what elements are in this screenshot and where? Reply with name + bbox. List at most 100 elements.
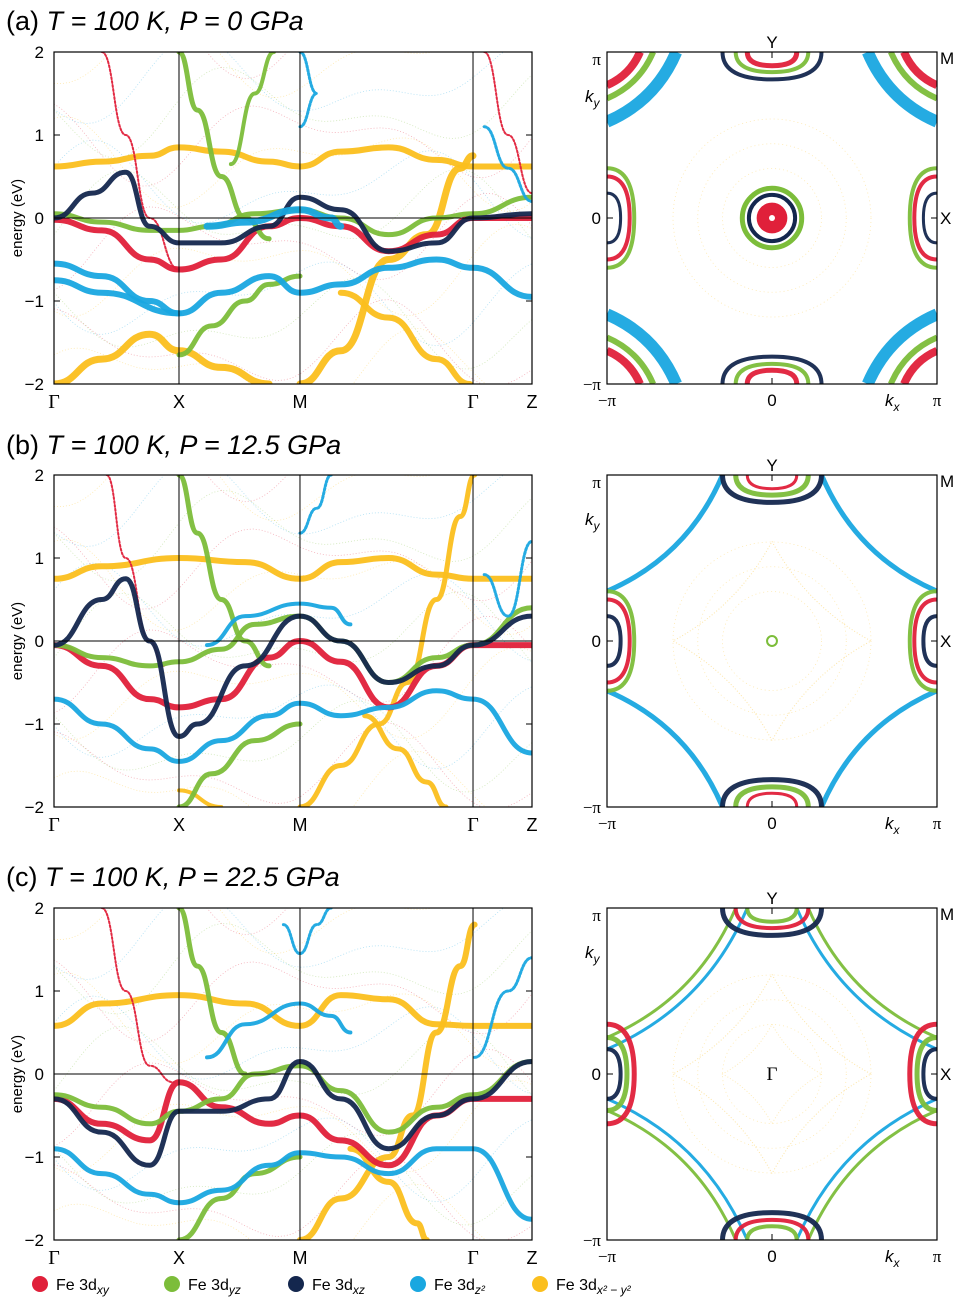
faint-band: [54, 995, 532, 1095]
kpoint-label: Γ: [48, 814, 60, 836]
fs-kx-label: kx: [885, 1247, 901, 1270]
fs-y-pocket-yz: [733, 361, 811, 384]
fs-corner-pocket-z2: [819, 688, 937, 807]
fs-x-pocket-yz: [607, 166, 637, 270]
fs-corner-pocket-z2: [819, 475, 937, 594]
kpoint-label: X: [173, 1248, 185, 1268]
bands: [54, 475, 532, 807]
faint-band: [54, 684, 532, 770]
fs-ky-base: k: [585, 510, 595, 529]
panel-title: (c) T = 100 K, P = 22.5 GPa: [6, 862, 340, 892]
fs-x-pocket-xz: [921, 191, 937, 245]
fs-ytick-zero: 0: [592, 209, 601, 228]
faint-band: [54, 722, 532, 807]
legend-swatch: [410, 1276, 426, 1292]
fs-ytick-pi: π: [592, 906, 601, 925]
band-z2: [54, 277, 182, 317]
band-z2: [54, 1146, 532, 1222]
band-z2: [281, 908, 333, 956]
fs-x-pocket-xy: [912, 174, 937, 262]
kpoint-label: Z: [527, 1248, 538, 1268]
fs-y-pocket-yz: [733, 784, 811, 807]
fs-y-pocket-yz: [733, 52, 811, 75]
faint-band: [54, 52, 505, 124]
legend-item: Fe 3dyz: [164, 1276, 241, 1297]
fs-corner-pocket-xy: [900, 347, 937, 384]
band-xy: [483, 52, 532, 195]
faint-band: [54, 526, 532, 610]
legend-label-sub: yz: [228, 1283, 241, 1297]
panel-title: (a) T = 100 K, P = 0 GPa: [6, 6, 304, 36]
fs-y-pocket-xy: [733, 1217, 811, 1240]
fs-xtick-pi: π: [933, 391, 942, 410]
band-x2y2: [347, 1145, 430, 1240]
fs-x-pocket-xz: [607, 1047, 623, 1101]
faint-band: [54, 1155, 532, 1240]
pressure-label: P = 12.5 GPa: [179, 430, 341, 460]
fs-xtick-pi: π: [933, 814, 942, 833]
fs-y-pocket-xz: [720, 777, 824, 807]
faint-band: [54, 700, 532, 793]
band-z2: [298, 475, 333, 535]
fs-pocket-center: [769, 215, 775, 221]
y-tick-label: 2: [35, 899, 44, 918]
fs-contours: [607, 908, 937, 1240]
band-xz: [54, 1058, 532, 1168]
band-xy: [100, 908, 175, 1084]
band-x2y2: [362, 713, 449, 807]
band-structure-plot: 2 1 0 −1 −2 energy (eV) Γ X M Γ Z: [9, 899, 538, 1269]
fs-ky-label: ky: [585, 87, 601, 110]
fs-kx-label: kx: [885, 814, 901, 837]
fs-faint-ring: [672, 541, 872, 741]
band-xy: [105, 475, 165, 667]
legend-label: Fe 3dyz: [188, 1277, 241, 1297]
fs-corner-pocket-z2: [607, 52, 682, 128]
legend-item: Fe 3dxz: [288, 1276, 365, 1297]
fs-corner-pocket-yz: [607, 52, 656, 102]
fs-x-pocket-yz: [907, 589, 937, 693]
fs-corner-pocket-z2: [862, 308, 937, 384]
fs-y-pocket-xz: [720, 475, 824, 505]
pressure-label: P = 0 GPa: [179, 6, 303, 36]
kpoint-label: X: [173, 392, 185, 412]
fs-corner-pocket-xy: [607, 347, 644, 384]
faint-band: [54, 1183, 487, 1240]
fs-label-y: Y: [766, 33, 777, 52]
fs-x-pocket-xy: [607, 174, 632, 262]
fs-label-m: M: [940, 905, 954, 924]
legend-swatch: [32, 1276, 48, 1292]
fs-x-pocket-xy: [907, 1021, 937, 1127]
y-tick-label: 2: [35, 466, 44, 485]
y-tick-label: −1: [25, 1148, 44, 1167]
band-yz: [176, 721, 303, 807]
legend-label: Fe 3dx² − y²: [556, 1277, 632, 1297]
fs-pocket-yz: [739, 185, 805, 251]
legend-item: Fe 3dx² − y²: [532, 1276, 632, 1297]
fs-y-pocket-yz: [733, 475, 811, 498]
fs-ytick-neg-pi: −π: [583, 1231, 602, 1250]
fs-corner-pocket-z2: [607, 688, 725, 807]
fs-ky-sub: y: [593, 96, 601, 110]
fs-kx-base: k: [885, 1247, 895, 1266]
fs-kx-label: kx: [885, 391, 901, 414]
fs-corner-pocket-z2: [607, 475, 725, 594]
band-x2y2: [54, 330, 273, 384]
fs-corner-pocket-yz: [607, 1109, 738, 1240]
faint-band: [54, 539, 532, 636]
fs-y-pocket-xy: [744, 367, 800, 384]
fs-corner-pocket-z2: [607, 308, 682, 384]
legend-item: Fe 3dz²: [410, 1276, 486, 1297]
band-yz: [54, 1059, 532, 1135]
band-x2y2: [297, 921, 478, 1240]
kpoint-label: M: [292, 1248, 307, 1268]
faint-band: [54, 223, 532, 318]
faint-band: [54, 1048, 532, 1147]
fs-ytick-zero: 0: [592, 632, 601, 651]
fs-y-pocket-xy: [744, 52, 800, 69]
fs-label-x: X: [940, 209, 951, 228]
legend-swatch: [164, 1276, 180, 1292]
y-tick-label: 0: [35, 1065, 44, 1084]
legend-item: Fe 3dxy: [32, 1276, 110, 1297]
fs-x-pocket-xz: [607, 614, 623, 668]
band-structure-plot: 2 1 0 −1 −2 energy (eV) Γ X M Γ Z: [9, 466, 538, 836]
